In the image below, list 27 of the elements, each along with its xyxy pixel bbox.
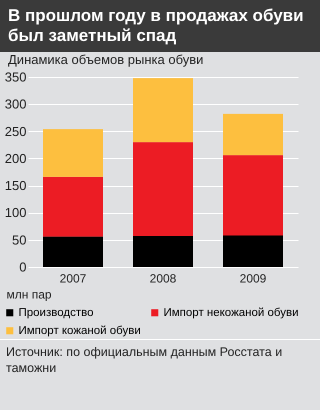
y-tick-label: 50 — [12, 232, 26, 248]
bar — [43, 129, 103, 177]
bar — [133, 78, 193, 142]
y-axis-title: млн пар — [6, 288, 52, 302]
chart-subtitle: Динамика объемов рынка обуви — [8, 52, 204, 67]
chart-title: В прошлом году в продажах обуви был заметный спад — [0, 0, 320, 52]
bar — [223, 155, 283, 236]
bar — [43, 236, 103, 267]
y-tick-label: 0 — [19, 260, 26, 274]
y-tick-label: 100 — [4, 205, 26, 220]
x-tick-label: 2007 — [60, 272, 87, 286]
text: Источник: по официальным данным Росстата и таможни — [0, 339, 320, 380]
y-tick-label: 200 — [4, 150, 26, 166]
bar — [133, 142, 193, 236]
legend-label: Производство — [18, 306, 94, 319]
y-tick-label: 150 — [4, 178, 26, 194]
bar — [43, 176, 103, 237]
legend-label: Импорт кожаной обуви — [18, 324, 141, 337]
bar — [133, 236, 193, 267]
bar — [223, 114, 283, 156]
x-tick-label: 2008 — [150, 272, 177, 286]
bar — [223, 236, 283, 267]
legend-label: Импорт некожаной обуви — [164, 306, 299, 319]
x-tick-label: 2009 — [240, 272, 267, 286]
y-tick-label: 300 — [4, 96, 26, 112]
y-tick-label: 350 — [4, 70, 26, 84]
y-tick-label: 250 — [4, 124, 26, 139]
